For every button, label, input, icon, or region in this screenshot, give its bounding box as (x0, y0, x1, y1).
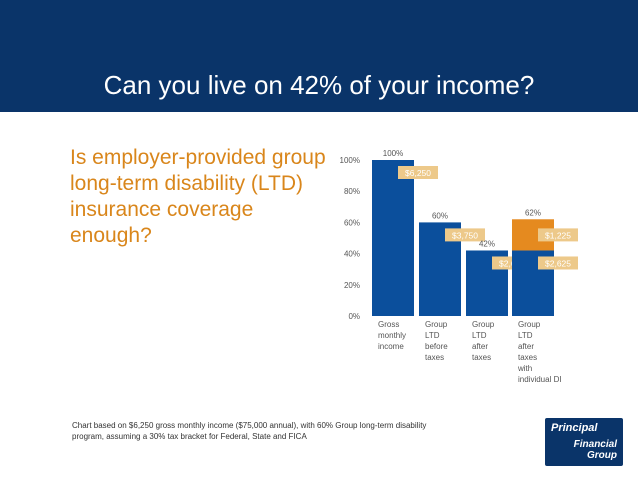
y-tick-label: 100% (340, 156, 360, 165)
category-label: Group (472, 320, 495, 329)
title-banner (0, 0, 638, 112)
category-label: before (425, 342, 448, 351)
value-label: $2,625 (545, 258, 571, 268)
percent-label: 60% (432, 211, 448, 220)
category-label: LTD (472, 331, 487, 340)
y-tick-label: 20% (344, 281, 360, 290)
value-label: $1,225 (545, 230, 571, 240)
category-label: LTD (518, 331, 533, 340)
y-tick-label: 80% (344, 187, 360, 196)
category-label: income (378, 342, 404, 351)
category-label: LTD (425, 331, 440, 340)
y-tick-label: 0% (348, 312, 360, 321)
logo-box (545, 418, 623, 466)
category-label: with (517, 364, 532, 373)
question-text: Is employer-provided group long-term dis… (70, 146, 326, 247)
company-logo: Principal Financial Group (545, 418, 623, 466)
income-chart: 0% 20% 40% 60% 80% 100% 100% $6,250 Gross monthly… (340, 149, 578, 384)
value-label: $6,250 (405, 168, 431, 178)
category-label: Group (518, 320, 541, 329)
category-label: taxes (472, 353, 491, 362)
y-tick-label: 40% (344, 250, 360, 259)
category-label: Gross (378, 320, 399, 329)
logo-line-1: Principal (551, 422, 598, 434)
category-label: taxes (425, 353, 444, 362)
logo-line-2: Financial (573, 439, 617, 450)
value-label: $3,750 (452, 230, 478, 240)
percent-label: 42% (479, 239, 495, 248)
category-label: after (472, 342, 488, 351)
value-label-box (538, 228, 578, 242)
value-label-box (398, 166, 438, 179)
value-label-box (538, 256, 578, 270)
value-label-box (445, 228, 485, 242)
category-label: Group (425, 320, 448, 329)
category-label: monthly (378, 331, 406, 340)
y-tick-label: 60% (344, 218, 360, 227)
category-label: after (518, 342, 534, 351)
percent-label: 100% (383, 149, 403, 158)
category-label: taxes (518, 353, 537, 362)
category-label: individual DI (518, 375, 562, 384)
bar-base (372, 160, 414, 316)
logo-line-3: Group (587, 450, 617, 461)
chart-footnote: Chart based on $6,250 gross monthly inco… (72, 421, 427, 441)
percent-label: 62% (525, 208, 541, 217)
slide-title: Can you live on 42% of your income? (103, 70, 535, 100)
